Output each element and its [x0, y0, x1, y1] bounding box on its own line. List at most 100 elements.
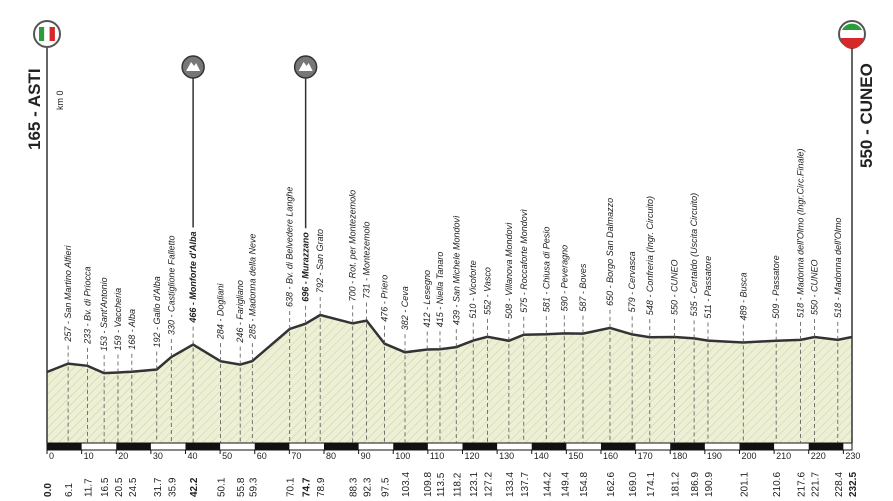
x-tick-label: 60 — [257, 451, 267, 461]
x-tick-label: 50 — [222, 451, 232, 461]
waypoint-label: 476 - Priero — [380, 275, 390, 322]
waypoint-label: 696 - Murazzano — [301, 232, 311, 302]
waypoint-label: 508 - Villanova Mondovì — [504, 222, 514, 319]
km-label: 55.8 — [236, 477, 247, 497]
x-tick-label: 150 — [568, 451, 583, 461]
x-tick-label: 10 — [84, 451, 94, 461]
waypoint-label: 650 - Borgo San Dalmazzo — [605, 198, 615, 306]
km-label: 70.1 — [286, 477, 297, 497]
waypoint-label: 548 - Confreria (Ingr. Circuito) — [645, 196, 655, 315]
waypoint-label: 550 - CUNEO — [810, 259, 820, 315]
waypoint-label: 579 - Cervasca — [627, 251, 637, 312]
x-tick-label: 170 — [638, 451, 653, 461]
km-label: 42.2 — [189, 477, 200, 497]
x-tick-label: 120 — [464, 451, 479, 461]
km-label: 35.9 — [167, 477, 178, 497]
waypoint-label: 489 - Busca — [738, 273, 748, 321]
waypoint-label: 550 - CUNEO — [669, 259, 679, 315]
waypoint-label: 153 - Sant'Antonio — [99, 277, 109, 351]
km-label: 31.7 — [153, 477, 164, 497]
waypoint-label: 638 - Bv. di Belvedere Langhe — [285, 187, 295, 307]
km-label: 24.5 — [128, 477, 139, 497]
waypoint-label: 382 - Ceva — [400, 286, 410, 330]
distance-bar-segment — [393, 443, 428, 450]
waypoint-label: 587 - Boves — [578, 263, 588, 312]
waypoint-label: 518 - Madonna dell'Olmo (Ingr.Circ.Final… — [795, 148, 805, 317]
x-tick-label: 140 — [534, 451, 549, 461]
km-label: 190.9 — [704, 472, 715, 497]
waypoint-label: 700 - Rot. per Montezemolo — [348, 190, 358, 302]
waypoint-label: 330 - Castiglione Falletto — [166, 235, 176, 335]
waypoint-label: 590 - Peveragno — [559, 245, 569, 312]
km-label: 210.6 — [772, 472, 783, 497]
km-label: 149.4 — [560, 472, 571, 497]
km-label: 169.0 — [628, 472, 639, 497]
finish-label: 550 - CUNEO — [857, 63, 876, 168]
waypoint-label: 792 - San Grato — [315, 229, 325, 293]
waypoint-label: 509 - Passatore — [771, 255, 781, 319]
distance-bar-segment — [531, 443, 567, 450]
distance-bar-segment — [462, 443, 498, 450]
km-label: 92.3 — [363, 477, 374, 497]
distance-bar-segment — [47, 443, 82, 450]
x-tick-label: 40 — [187, 451, 197, 461]
waypoint-label: 466 - Monforte d'Alba — [188, 231, 198, 323]
x-tick-label: 90 — [361, 451, 371, 461]
km-label: 11.7 — [84, 478, 95, 497]
km-label: 97.5 — [381, 477, 392, 497]
profile-line — [46, 313, 853, 375]
km-label: 221.7 — [811, 472, 822, 497]
km-label: 162.6 — [606, 472, 617, 497]
km-label: 78.9 — [316, 477, 327, 497]
waypoint-label: 168 - Alba — [127, 309, 137, 350]
x-tick-label: 160 — [603, 451, 618, 461]
km-label: 137.7 — [520, 472, 531, 497]
km-label: 0.0 — [43, 483, 54, 497]
km-label: 181.2 — [670, 472, 681, 497]
waypoint-label: 511 - Passatore — [703, 256, 713, 319]
waypoint-label: 285 - Madonna della Neve — [247, 234, 257, 341]
distance-bar — [46, 442, 853, 451]
kom-mountain — [298, 62, 313, 71]
km-label: 201.1 — [739, 472, 750, 497]
km-label: 232.5 — [848, 472, 859, 497]
waypoint-label: 731 - Montezemolo — [362, 222, 372, 299]
waypoint-label: 415 - Niella Tanaro — [435, 252, 445, 328]
start-flag — [33, 20, 61, 48]
km-label: 217.6 — [796, 472, 807, 497]
x-tick-label: 220 — [811, 451, 826, 461]
distance-bar-segment — [600, 443, 636, 450]
x-tick-label: 180 — [672, 451, 687, 461]
distance-bar-segment — [670, 443, 705, 450]
distance-bar-segment — [808, 443, 844, 450]
km-label: 186.9 — [690, 472, 701, 497]
km-label: 109.8 — [423, 472, 434, 497]
waypoint-label: 159 - Vaccheria — [113, 288, 123, 351]
x-tick-label: 80 — [326, 451, 336, 461]
x-tick-label: 70 — [291, 451, 301, 461]
finish-flag — [838, 20, 866, 49]
km-label: 103.4 — [401, 472, 412, 497]
start-label: 165 - ASTI — [25, 68, 44, 150]
waypoint-label: 535 - Certaldo (Uscita Circuito) — [689, 193, 699, 317]
km-label: 174.1 — [646, 472, 657, 497]
start-note: km 0 — [55, 90, 65, 110]
km-label: 74.7 — [302, 477, 313, 497]
km-label: 113.5 — [436, 472, 447, 497]
km-label: 123.1 — [469, 472, 480, 497]
km-label: 50.1 — [216, 477, 227, 497]
x-tick-label: 130 — [499, 451, 514, 461]
km-label: 6.1 — [64, 483, 75, 497]
x-tick-label: 100 — [395, 451, 410, 461]
kom-mountain — [186, 62, 201, 71]
waypoint-label: 284 - Dogliani — [215, 283, 225, 341]
x-tick-label: 200 — [741, 451, 756, 461]
waypoint-label: 552 - Vasco — [482, 267, 492, 315]
waypoint-label: 581 - Chiusa di Pesio — [541, 227, 551, 313]
profile-area — [47, 315, 852, 443]
distance-bar-segment — [116, 443, 151, 450]
distance-bar-segment — [254, 443, 290, 450]
x-tick-label: 210 — [776, 451, 791, 461]
x-tick-label: 0 — [49, 451, 54, 461]
